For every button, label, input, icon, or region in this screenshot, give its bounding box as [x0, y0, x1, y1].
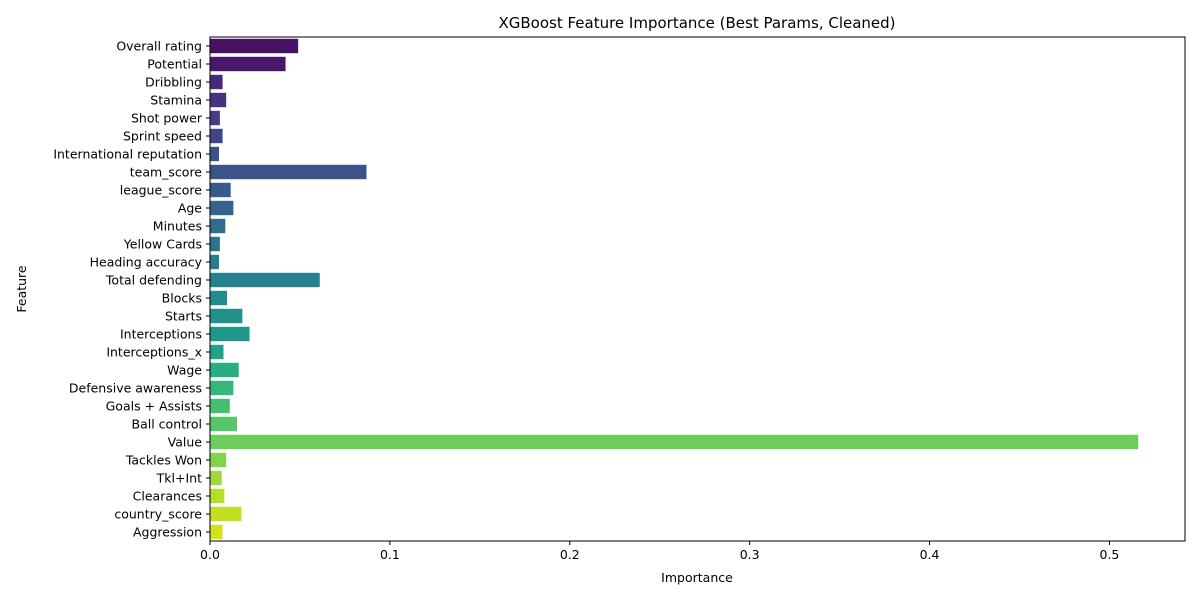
- bar-value: [210, 434, 1139, 450]
- y-tick-label: Yellow Cards: [123, 237, 202, 252]
- y-tick-label: Interceptions_x: [106, 345, 202, 360]
- bar-starts: [210, 308, 243, 324]
- bar-stamina: [210, 92, 227, 108]
- bar-league-score: [210, 182, 231, 198]
- y-tick-label: Value: [168, 435, 203, 450]
- bar-blocks: [210, 290, 228, 306]
- bar-country-score: [210, 506, 242, 522]
- y-axis-title: Feature: [14, 265, 29, 313]
- y-tick-label: Goals + Assists: [106, 399, 202, 414]
- bar-aggression: [210, 524, 223, 540]
- y-tick-label: Stamina: [150, 93, 202, 108]
- y-tick-label: Blocks: [162, 291, 202, 306]
- y-tick-label: country_score: [114, 507, 202, 522]
- y-tick-label: Minutes: [153, 219, 202, 234]
- bar-clearances: [210, 488, 225, 504]
- y-tick-label: Heading accuracy: [90, 255, 203, 270]
- plot-frame: [209, 36, 1186, 542]
- x-tick-label: 0.2: [560, 547, 580, 562]
- y-tick-label: Sprint speed: [123, 129, 202, 144]
- y-tick-label: Clearances: [133, 489, 202, 504]
- y-tick-label: International reputation: [53, 147, 202, 162]
- y-tick-label: Age: [178, 201, 202, 216]
- y-tick-marks: [206, 45, 210, 533]
- y-tick-labels: Overall rating Potential Dribbling Stamina S…: [53, 39, 203, 540]
- y-tick-label: Interceptions: [120, 327, 202, 342]
- y-tick-label: Shot power: [131, 111, 203, 126]
- bar-overall-rating: [210, 38, 299, 54]
- y-tick-label: Starts: [165, 309, 202, 324]
- y-tick-label: league_score: [120, 183, 203, 198]
- y-tick-label: Total defending: [105, 273, 202, 288]
- chart-title: XGBoost Feature Importance (Best Params,…: [498, 14, 895, 32]
- y-tick-label: Defensive awareness: [69, 381, 202, 396]
- y-tick-label: team_score: [130, 165, 203, 180]
- y-tick-label: Tkl+Int: [156, 471, 202, 486]
- bar-dribbling: [210, 74, 223, 90]
- bar-goals-assists: [210, 398, 230, 414]
- bar-ball-control: [210, 416, 237, 432]
- bar-yellow-cards: [210, 236, 220, 252]
- bar-international-reputation: [210, 146, 219, 162]
- x-axis-title: Importance: [661, 570, 733, 585]
- bar-heading-accuracy: [210, 254, 219, 270]
- bar-tkl-int: [210, 470, 222, 486]
- x-ticks: 0.0 0.1 0.2 0.3 0.4 0.5: [200, 541, 1119, 562]
- y-tick-label: Aggression: [133, 525, 202, 540]
- bar-defensive-awareness: [210, 380, 234, 396]
- bar-minutes: [210, 218, 226, 234]
- x-tick-label: 0.1: [380, 547, 400, 562]
- bar-shot-power: [210, 110, 220, 126]
- bar-interceptions-x: [210, 344, 224, 360]
- bar-age: [210, 200, 234, 216]
- bar-wage: [210, 362, 239, 378]
- x-tick-label: 0.3: [740, 547, 760, 562]
- bar-tackles-won: [210, 452, 227, 468]
- bars-group: [210, 38, 1139, 540]
- y-tick-label: Dribbling: [145, 75, 202, 90]
- bar-potential: [210, 56, 286, 72]
- x-tick-label: 0.5: [1100, 547, 1120, 562]
- x-tick-label: 0.4: [920, 547, 940, 562]
- bar-sprint-speed: [210, 128, 223, 144]
- bar-interceptions: [210, 326, 250, 342]
- y-tick-label: Potential: [147, 57, 202, 72]
- x-tick-label: 0.0: [200, 547, 220, 562]
- bar-team-score: [210, 164, 367, 180]
- y-tick-label: Overall rating: [116, 39, 202, 54]
- y-tick-label: Wage: [167, 363, 202, 378]
- y-tick-label: Tackles Won: [125, 453, 202, 468]
- bar-total-defending: [210, 272, 320, 288]
- y-tick-label: Ball control: [132, 417, 202, 432]
